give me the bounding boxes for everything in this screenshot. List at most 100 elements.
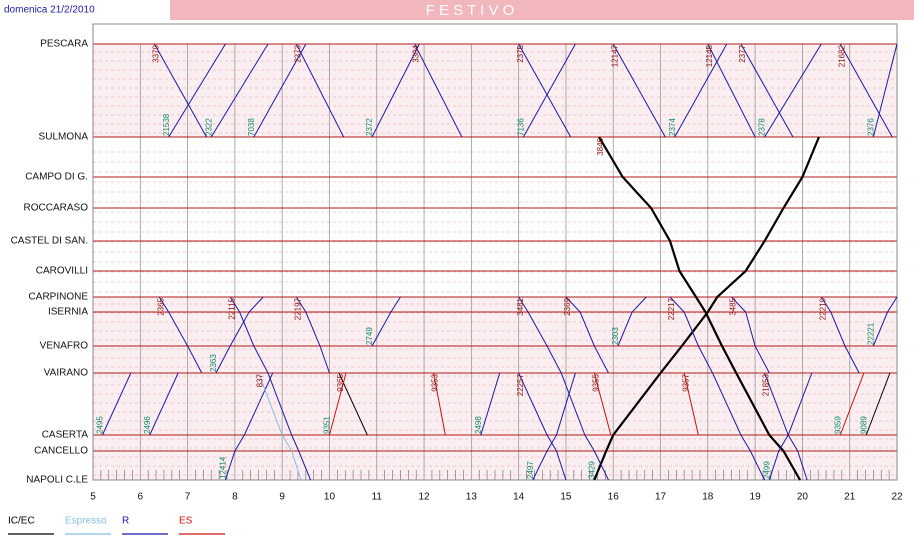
train-path: [414, 43, 463, 138]
train-path: [731, 296, 770, 374]
train-number: 21853: [762, 373, 771, 396]
date-box: [0, 0, 170, 20]
train-number: 2498: [474, 416, 483, 434]
band-pescara-sulmona: [93, 44, 897, 137]
train-number: 2378: [758, 118, 767, 136]
train-number: 9365: [336, 373, 345, 391]
train-path: [480, 372, 501, 436]
train-path: [224, 372, 274, 481]
train-path: [839, 372, 865, 436]
train-path: [593, 372, 612, 436]
train-number: 2749: [365, 327, 374, 345]
train-path: [674, 43, 728, 138]
train-number: 2363: [209, 354, 218, 372]
train-path: [764, 43, 822, 138]
train-number: 22257: [516, 373, 525, 396]
train-number: 2495: [96, 416, 105, 434]
train-number: 2372: [365, 118, 374, 136]
hour-label: 18: [702, 492, 714, 503]
hour-label: 6: [138, 492, 144, 503]
train-path: [295, 296, 330, 374]
hour-label: 16: [608, 492, 620, 503]
train-number: 2496: [143, 416, 152, 434]
train-path: [612, 43, 666, 138]
hour-label: 19: [750, 492, 762, 503]
train-number: 9089: [859, 416, 868, 434]
train-number: 3379: [152, 44, 161, 62]
legend-label: Espresso: [65, 516, 107, 527]
station-label: VENAFRO: [40, 341, 89, 352]
train-path: [532, 372, 576, 481]
train-path: [768, 372, 813, 481]
train-path: [617, 296, 647, 347]
train-path: [433, 372, 446, 436]
train-number: 3846: [596, 137, 605, 155]
train-number: 7038: [247, 118, 256, 136]
station-label: NAPOLI C.LE: [26, 475, 88, 486]
train-number: 9351: [323, 416, 332, 434]
train-path: [764, 372, 808, 481]
station-label: CANCELLO: [34, 446, 88, 457]
train-path: [154, 43, 207, 138]
station-label: CAROVILLI: [36, 266, 88, 277]
train-number: 2373: [293, 44, 302, 62]
legend-label: R: [122, 516, 129, 527]
train-number: 21538: [162, 113, 171, 136]
train-path: [149, 372, 179, 436]
train-number: 22221: [866, 322, 875, 345]
hour-label: 10: [324, 492, 336, 503]
station-label: SULMONA: [39, 132, 89, 143]
station-label: PESCARA: [40, 39, 88, 50]
train-path: [371, 296, 401, 347]
hour-label: 12: [418, 492, 430, 503]
train-number: 9353: [431, 373, 440, 391]
train-number: 9359: [833, 416, 842, 434]
train-number: 2497: [526, 461, 535, 479]
train-number: 9357: [681, 373, 690, 391]
train-number: 3304: [412, 44, 421, 62]
title-bar: [0, 0, 914, 20]
train-path: [210, 43, 269, 138]
hour-label: 7: [185, 492, 191, 503]
train-number: 2375: [516, 44, 525, 62]
train-number: 3481: [516, 297, 525, 315]
train-path: [295, 43, 345, 138]
train-path: [565, 296, 609, 374]
train-number: 2499: [762, 461, 771, 479]
station-label: ISERNIA: [48, 307, 88, 318]
train-path: [839, 43, 893, 138]
train-number: 22197: [293, 297, 302, 320]
date: domenica 21/2/2010: [4, 5, 95, 16]
train-path: [669, 296, 766, 481]
title: F E S T I V O: [426, 2, 515, 19]
train-path: [215, 296, 264, 374]
train-path: [258, 372, 302, 481]
train-number: 7136: [516, 118, 525, 136]
station-label: CASERTA: [42, 430, 89, 441]
legend-label: ES: [179, 516, 193, 527]
station-label: CAMPO DI G.: [25, 172, 88, 183]
station-label: VAIRANO: [44, 368, 88, 379]
train-path: [865, 372, 891, 436]
train-number: 2365: [156, 297, 165, 315]
train-path: [168, 43, 226, 138]
hour-label: 9: [279, 492, 285, 503]
hour-label: 11: [372, 492, 383, 503]
station-label: CASTEL DI SAN.: [11, 236, 88, 247]
train-path: [253, 43, 307, 138]
hour-label: 15: [560, 492, 572, 503]
hour-label: 14: [513, 492, 525, 503]
train-path: [328, 372, 347, 436]
train-number: 12145: [705, 44, 714, 67]
hour-label: 8: [232, 492, 238, 503]
train-path: [820, 296, 860, 374]
train-path: [707, 43, 756, 138]
train-number: 22217: [667, 297, 676, 320]
train-path: [872, 296, 898, 347]
train-path: [522, 43, 576, 138]
train-number: 12414: [219, 456, 228, 479]
train-path: [518, 43, 572, 138]
hour-label: 5: [90, 492, 96, 503]
train-number: 12147: [610, 44, 619, 67]
